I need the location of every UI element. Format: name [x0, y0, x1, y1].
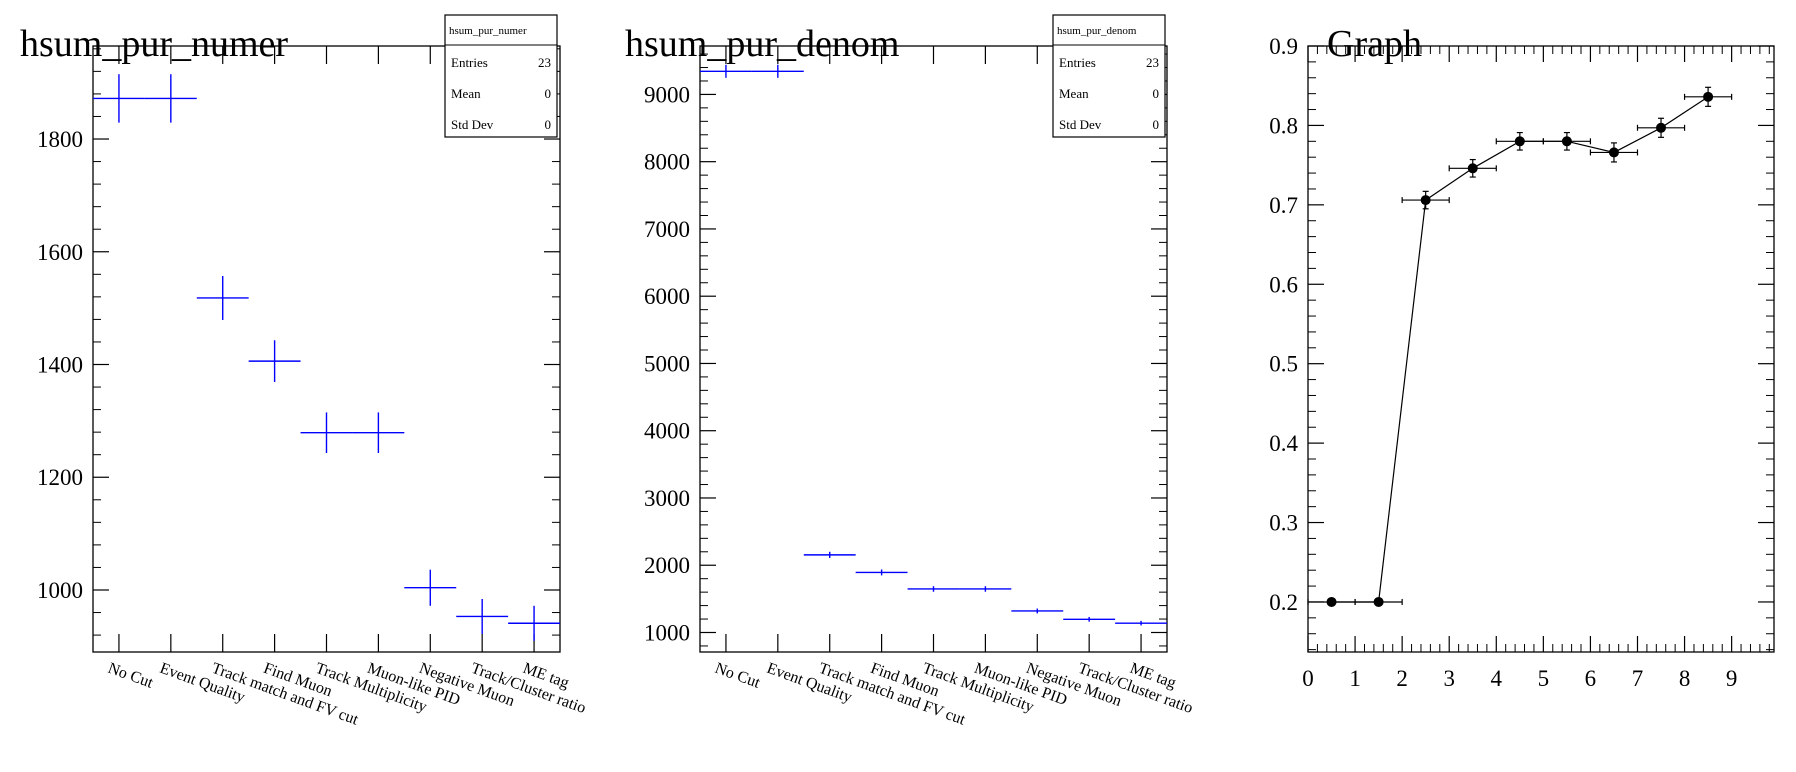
- y-tick-label: 1200: [37, 465, 83, 490]
- stats-value: 23: [1146, 55, 1159, 70]
- stats-label: Entries: [451, 55, 488, 70]
- y-tick-label: 0.3: [1269, 511, 1298, 536]
- data-point: [1656, 122, 1667, 133]
- stats-label: Std Dev: [451, 117, 494, 132]
- y-tick-label: 8000: [644, 150, 690, 175]
- x-tick-label: 5: [1538, 666, 1550, 691]
- plot-frame: [1307, 45, 1775, 653]
- y-tick-label: 1400: [37, 353, 83, 378]
- y-tick-label: 9000: [644, 82, 690, 107]
- chart-title: hsum_pur_numer: [20, 23, 288, 65]
- y-tick-label: 6000: [644, 284, 690, 309]
- y-tick-label: 0.8: [1269, 113, 1298, 138]
- x-tick-label: 4: [1491, 666, 1503, 691]
- category-label: No Cut: [713, 660, 763, 692]
- data-point: [1467, 163, 1478, 174]
- x-tick-label: 9: [1726, 666, 1738, 691]
- stats-label: Mean: [1059, 86, 1089, 101]
- graph-panel: 0.2 0.3 0.4 0.5 0.6 0.7 0.8 0.9 0 1 2 3 4 5 6 7 8 9 Graph: [1269, 23, 1775, 691]
- x-tick-label: 3: [1443, 666, 1455, 691]
- x-tick-label: 0: [1302, 666, 1314, 691]
- stats-box: hsum_pur_denom Entries 23 Mean 0 Std Dev 0: [1052, 14, 1166, 138]
- data-point: [1373, 596, 1384, 607]
- stats-value: 0: [545, 86, 552, 101]
- y-tick-label: 3000: [644, 486, 690, 511]
- y-tick-label: 7000: [644, 217, 690, 242]
- chart-title: Graph: [1327, 23, 1422, 65]
- y-tick-label: 1000: [644, 620, 690, 645]
- chart-title: hsum_pur_denom: [625, 23, 899, 65]
- x-tick-label: 6: [1585, 666, 1597, 691]
- stats-label: Mean: [451, 86, 481, 101]
- x-tick-label: 2: [1396, 666, 1408, 691]
- y-tick-label: 0.2: [1269, 590, 1298, 615]
- stats-value: 23: [538, 55, 551, 70]
- category-label: No Cut: [106, 660, 156, 692]
- y-tick-label: 0.6: [1269, 272, 1298, 297]
- y-tick-label: 0.5: [1269, 352, 1298, 377]
- stats-box-frame: [1052, 14, 1166, 138]
- histogram-panel-1: 1000 2000 3000 4000 5000 6000 7000 8000 9000 No C…: [625, 14, 1195, 729]
- stats-name: hsum_pur_numer: [449, 25, 527, 37]
- data-point: [1514, 136, 1525, 147]
- y-tick-label: 2000: [644, 553, 690, 578]
- data-point: [1608, 147, 1619, 158]
- stats-value: 0: [545, 117, 552, 132]
- stats-label: Entries: [1059, 55, 1096, 70]
- x-tick-label: 1: [1349, 666, 1361, 691]
- y-tick-label: 1600: [37, 240, 83, 265]
- y-tick-label: 1800: [37, 127, 83, 152]
- graph-line: [1331, 96, 1709, 603]
- data-point: [1420, 195, 1431, 206]
- y-tick-label: 1000: [37, 578, 83, 603]
- data-point: [1326, 596, 1337, 607]
- stats-value: 0: [1153, 86, 1160, 101]
- data-point: [1561, 136, 1572, 147]
- stats-label: Std Dev: [1059, 117, 1102, 132]
- stats-box: hsum_pur_numer Entries 23 Mean 0 Std Dev 0: [444, 14, 558, 138]
- stats-name: hsum_pur_denom: [1057, 25, 1137, 37]
- x-tick-label: 7: [1632, 666, 1644, 691]
- stats-box-frame: [444, 14, 558, 138]
- y-tick-label: 0.4: [1269, 431, 1298, 456]
- y-tick-label: 0.7: [1269, 193, 1298, 218]
- stats-value: 0: [1153, 117, 1160, 132]
- data-point: [1703, 91, 1714, 102]
- y-tick-label: 0.9: [1269, 34, 1298, 59]
- y-tick-label: 4000: [644, 419, 690, 444]
- x-tick-label: 8: [1679, 666, 1691, 691]
- y-tick-label: 5000: [644, 351, 690, 376]
